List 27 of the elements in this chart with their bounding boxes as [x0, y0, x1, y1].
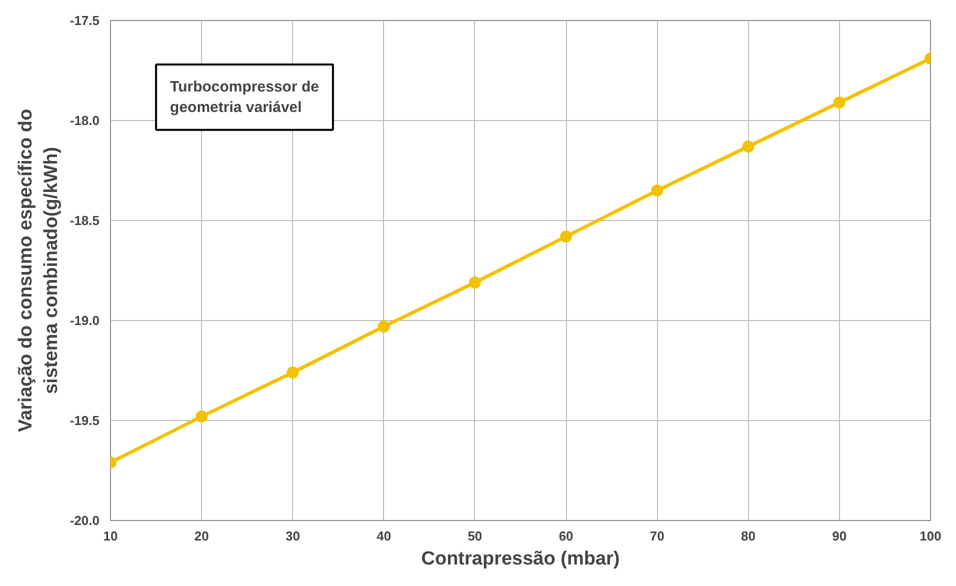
point — [286, 366, 299, 378]
x-tick-label: 10 — [103, 528, 118, 544]
x-tick-label: 20 — [194, 528, 209, 544]
y-tick-label: -17.5 — [70, 13, 100, 28]
y-tick-label: -19.5 — [70, 413, 100, 428]
y-tick-label: -18.0 — [70, 113, 100, 128]
annotation: Turbocompressor de geometria variável — [170, 78, 319, 116]
point — [196, 410, 208, 422]
point — [833, 96, 846, 108]
x-tick-label: 70 — [650, 528, 664, 544]
x-tick-label: 40 — [376, 528, 392, 544]
x-tick-label: 100 — [920, 528, 942, 544]
y-tick-label: -18.5 — [70, 213, 100, 228]
point — [560, 230, 572, 242]
x-tick-label: 60 — [558, 528, 574, 544]
point — [378, 320, 390, 332]
y-tick-label: -20.0 — [70, 513, 100, 528]
x-tick-label: 90 — [832, 528, 847, 544]
y-axis-title: Variação do consumo específico do sistema combinado(g/kWh) — [16, 108, 62, 432]
point — [742, 140, 754, 152]
point — [468, 276, 481, 288]
point — [651, 184, 664, 196]
x-tick-label: 30 — [285, 528, 300, 544]
x-axis-title: Contrapressão (mbar) — [421, 548, 620, 570]
y-tick-label: -19.0 — [70, 313, 100, 328]
x-tick-label: 80 — [741, 528, 756, 544]
x-tick-label: 50 — [468, 528, 482, 544]
